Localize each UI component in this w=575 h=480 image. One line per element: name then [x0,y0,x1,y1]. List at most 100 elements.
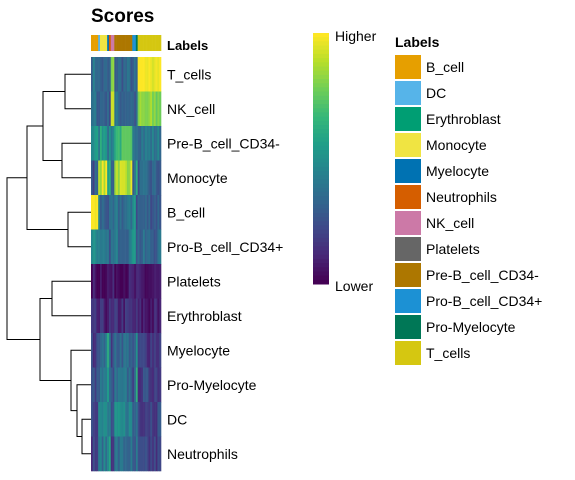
heatmap-cell [139,402,142,437]
annotation-cell [153,35,156,51]
heatmap-cell [98,298,101,334]
heatmap-cell [148,402,151,437]
heatmap-cell [128,298,131,334]
color-scale-segment [313,162,329,168]
heatmap-cell [107,264,110,299]
heatmap-cell [125,91,128,127]
color-scale-segment [313,196,329,201]
heatmap-cell [126,436,129,472]
heatmap-cell [94,91,97,127]
heatmap-cell [94,436,97,472]
heatmap-cell [128,367,131,403]
heatmap-cell [135,402,138,437]
heatmap-cell [119,436,122,472]
heatmap-cell [121,367,124,403]
row-label: NK_cell [167,101,215,117]
heatmap-cell [114,402,117,437]
heatmap-cell [94,229,97,265]
heatmap-cell [110,195,113,230]
annotation-track [91,35,162,51]
heatmap-cell [123,91,126,127]
heatmap-cell [126,229,129,265]
dendrogram-branch [70,349,91,412]
heatmap-cell [110,229,113,265]
heatmap-cell [126,195,129,230]
heatmap-cell [146,57,149,92]
heatmap-cell [137,436,140,472]
heatmap-cell [92,402,95,437]
heatmap-cell [135,298,138,334]
heatmap-cell [134,91,137,127]
heatmap-cell [159,57,162,92]
row-label: Pre-B_cell_CD34- [167,135,280,151]
heatmap-cell [130,402,133,437]
heatmap-cell [96,229,99,265]
color-scale-segment [313,225,329,231]
heatmap-cell [101,298,104,334]
heatmap-cell [108,91,112,127]
color-scale-segment [313,217,329,222]
color-scale-segment [313,279,329,285]
heatmap-cell [139,436,142,472]
heatmap-cell [152,264,155,299]
annotation-cell [94,35,97,51]
heatmap-cell [153,229,156,265]
heatmap-cell [119,298,122,334]
heatmap-cell [96,126,99,161]
heatmap-cell [116,57,119,92]
color-scale-segment [313,183,329,189]
legend-swatch [395,263,421,287]
annotation-cell [135,35,138,51]
heatmap-cell [141,160,144,196]
heatmap-cell [143,91,146,127]
legend-label: Pro-B_cell_CD34+ [426,293,542,309]
annotation-cell [119,35,122,51]
heatmap-cell [94,264,97,299]
heatmap-cell [94,367,97,403]
heatmap-cell [107,126,110,161]
legend-swatch [395,289,421,313]
heatmap-cell [139,57,142,92]
heatmap-cell [141,57,144,92]
color-scale-high-label: Higher [335,28,377,44]
heatmap-cell [99,126,103,161]
legend-label: T_cells [426,345,470,361]
heatmap-cell [159,91,162,127]
heatmap-cell [91,298,94,334]
heatmap-cell [105,436,108,472]
heatmap-cell [132,229,135,265]
heatmap-cell [134,264,137,299]
heatmap-cell [141,195,144,230]
heatmap-cell [146,195,149,230]
color-scale-bar [313,33,329,285]
dendrogram-branch [64,73,91,110]
heatmap-cell [155,126,158,161]
heatmap-cell [143,57,146,92]
color-scale-segment [313,250,329,256]
heatmap-cell [153,91,156,127]
heatmap-cell [114,229,117,265]
annotation-cell [96,35,99,51]
heatmap-cell [150,91,153,127]
heatmap-cell [152,298,155,334]
heatmap-cell [101,160,104,196]
heatmap-cell [105,402,108,437]
heatmap-cell [150,126,153,161]
heatmap-cell [135,229,138,265]
color-scale-segment [313,104,329,109]
color-scale-segment [313,187,329,193]
heatmap-cell [152,126,155,161]
heatmap-cell [101,195,104,230]
heatmap-cell [153,436,156,472]
heatmap-cell [92,57,95,92]
heatmap-cell [112,160,115,196]
heatmap-cell [152,229,155,265]
heatmap-cell [157,367,160,403]
heatmap-cell [117,333,121,368]
heatmap-cell [144,402,147,437]
heatmap-cell [130,57,133,92]
heatmap-cell [119,367,122,403]
heatmap-cell [105,333,108,368]
heatmap-cell [117,126,121,161]
heatmap-cell [126,264,129,299]
